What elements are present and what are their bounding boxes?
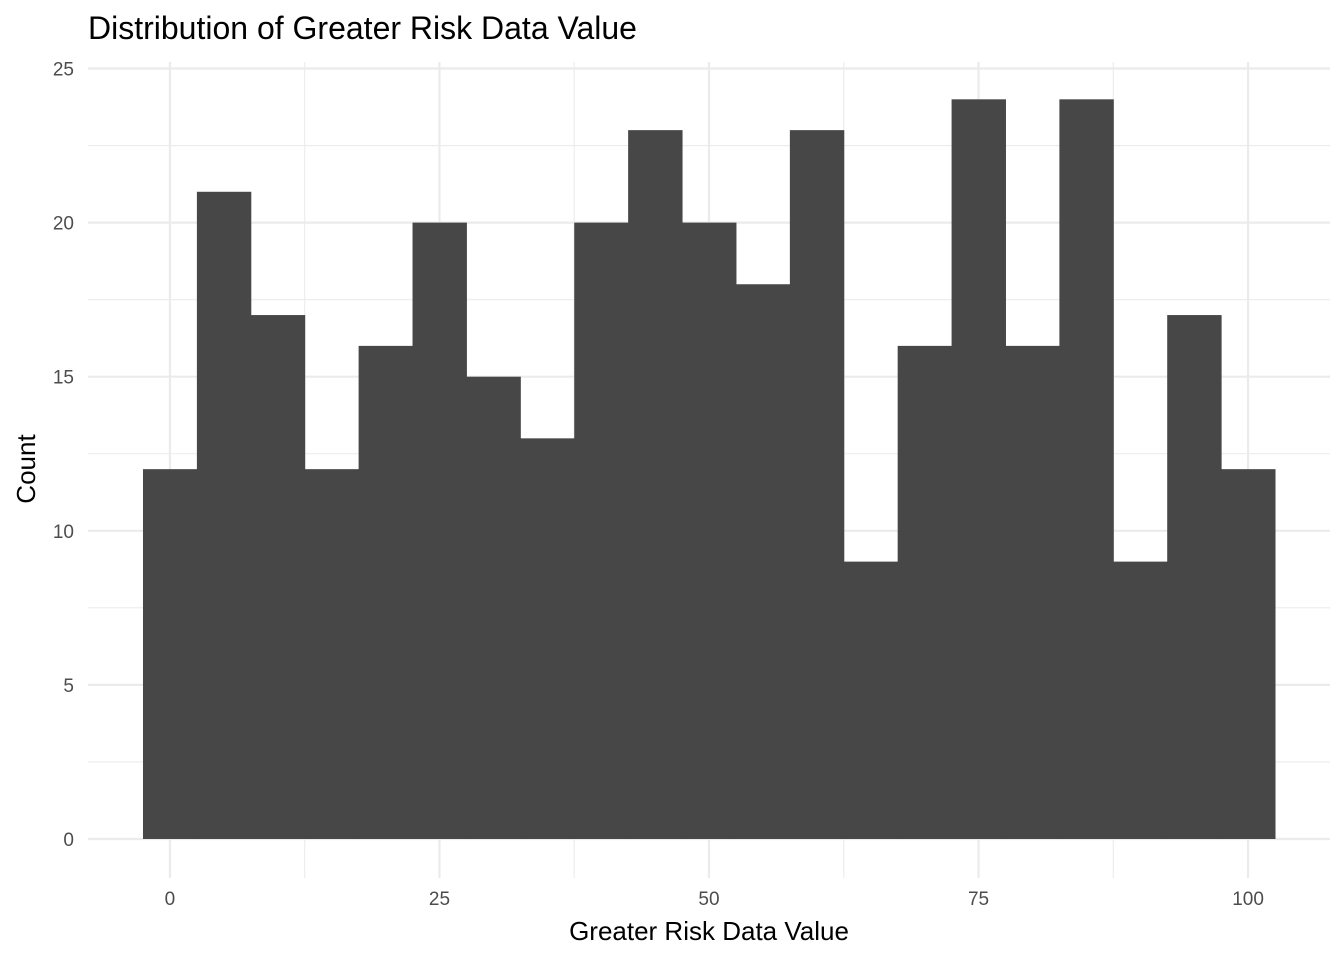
histogram-bar [1059, 99, 1114, 839]
histogram-bar [196, 191, 252, 839]
histogram-bar [1221, 469, 1276, 839]
x-tick-label: 100 [1232, 889, 1264, 910]
histogram-bar [1167, 315, 1222, 839]
x-tick-label: 25 [429, 889, 450, 910]
y-tick-label: 0 [63, 830, 74, 851]
histogram-bar [843, 561, 899, 839]
x-tick-label: 0 [165, 889, 176, 910]
histogram-bar [1005, 345, 1060, 839]
histogram-bars [142, 99, 1276, 840]
y-tick-label: 5 [63, 676, 74, 697]
y-tick-label: 25 [53, 60, 74, 81]
histogram-bar [682, 222, 737, 840]
y-tick-label: 10 [53, 522, 74, 543]
histogram-bar [466, 376, 521, 839]
x-tick-labels: 0 25 50 75 100 [165, 889, 1264, 910]
chart-title: Distribution of Greater Risk Data Value [88, 10, 637, 46]
y-tick-label: 15 [53, 368, 74, 389]
y-tick-labels: 0 5 10 15 20 25 [53, 60, 74, 852]
histogram-bar [358, 345, 414, 839]
histogram-bar [789, 130, 845, 839]
histogram-bar [142, 469, 198, 839]
x-axis-title: Greater Risk Data Value [569, 916, 849, 946]
histogram-bar [412, 222, 467, 840]
y-axis-title: Count [11, 434, 41, 504]
histogram-bar [1113, 561, 1168, 839]
histogram-bar [628, 130, 683, 839]
x-tick-label: 75 [968, 889, 989, 910]
histogram-bar [520, 438, 575, 839]
histogram-bar [250, 315, 306, 839]
y-tick-label: 20 [53, 214, 74, 235]
histogram-bar [574, 222, 629, 840]
histogram-bar [735, 284, 791, 839]
histogram-bar [304, 469, 360, 839]
x-tick-label: 50 [698, 889, 719, 910]
histogram-bar [951, 99, 1006, 839]
histogram-bar [897, 345, 953, 839]
